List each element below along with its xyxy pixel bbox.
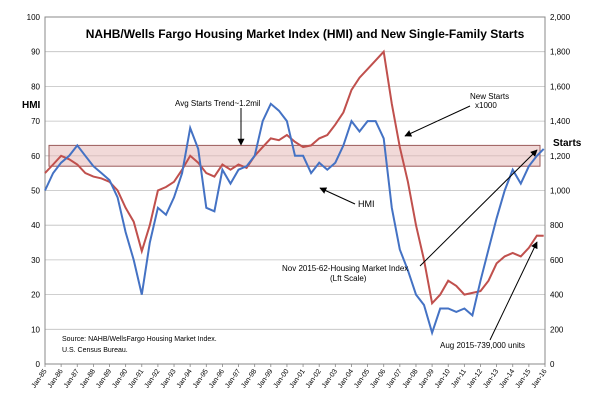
hmi-series-line bbox=[44, 102, 545, 337]
x-tick-label: Jan-92 bbox=[144, 368, 162, 390]
x-tick-label: Jan-13 bbox=[482, 368, 500, 390]
x-tick-label: Jan-10 bbox=[434, 368, 452, 390]
hmi-arrow bbox=[319, 187, 356, 205]
x-tick-label: Jan-02 bbox=[305, 368, 323, 390]
x-tick-label: Jan-90 bbox=[111, 368, 129, 390]
x-tick-label: Jan-06 bbox=[369, 368, 387, 390]
left-axis-ticks: 0 10 20 30 40 50 60 70 80 90 100 bbox=[27, 13, 41, 369]
right-tick-label: 800 bbox=[550, 221, 564, 230]
x-tick-label: Jan-00 bbox=[273, 368, 291, 390]
x-tick-label: Jan-85 bbox=[31, 368, 49, 390]
gridlines bbox=[45, 16, 545, 365]
nov-annotation-line1: Nov 2015-62-Housing Market Index bbox=[282, 264, 408, 273]
hmi-annotation: HMI bbox=[358, 199, 375, 209]
x-tick-label: Jan-98 bbox=[240, 368, 258, 390]
right-tick-label: 400 bbox=[550, 291, 564, 300]
right-tick-label: 2,000 bbox=[550, 13, 571, 22]
x-tick-label: Jan-88 bbox=[79, 368, 97, 390]
x-tick-label: Jan-99 bbox=[256, 368, 274, 390]
left-tick-label: 100 bbox=[27, 13, 41, 22]
x-axis-ticks: Jan-85Jan-86Jan-87Jan-88Jan-89Jan-90Jan-… bbox=[31, 364, 549, 390]
right-tick-label: 200 bbox=[550, 325, 564, 334]
right-tick-label: 1,600 bbox=[550, 82, 571, 91]
x-tick-label: Jan-95 bbox=[192, 368, 210, 390]
x-tick-label: Jan-07 bbox=[385, 368, 403, 390]
left-tick-label: 40 bbox=[31, 221, 40, 230]
x-tick-label: Jan-15 bbox=[514, 368, 532, 390]
right-axis-label: Starts bbox=[553, 138, 582, 149]
x-tick-label: Jan-14 bbox=[498, 368, 516, 390]
x-tick-label: Jan-03 bbox=[321, 368, 339, 390]
left-tick-label: 0 bbox=[36, 360, 41, 369]
left-tick-label: 10 bbox=[31, 325, 40, 334]
left-tick-label: 60 bbox=[31, 152, 40, 161]
source-line2: U.S. Census Bureau. bbox=[62, 347, 128, 354]
right-tick-label: 1,000 bbox=[550, 187, 571, 196]
x-tick-label: Jan-05 bbox=[353, 368, 371, 390]
left-tick-label: 50 bbox=[31, 187, 40, 196]
right-tick-label: 0 bbox=[550, 360, 555, 369]
chart-title: NAHB/Wells Fargo Housing Market Index (H… bbox=[86, 27, 525, 41]
right-tick-label: 600 bbox=[550, 256, 564, 265]
x-tick-label: Jan-89 bbox=[95, 368, 113, 390]
x-tick-label: Jan-96 bbox=[208, 368, 226, 390]
left-tick-label: 80 bbox=[31, 82, 40, 91]
new-starts-annotation-line1: New Starts bbox=[470, 92, 509, 101]
left-tick-label: 30 bbox=[31, 256, 40, 265]
left-tick-label: 20 bbox=[31, 291, 40, 300]
x-tick-label: Jan-08 bbox=[402, 368, 420, 390]
right-tick-label: 1,800 bbox=[550, 48, 571, 57]
x-tick-label: Jan-94 bbox=[176, 368, 194, 390]
x-tick-label: Jan-12 bbox=[466, 368, 484, 390]
avg-trend-annotation: Avg Starts Trend~1.2mil bbox=[175, 99, 261, 108]
left-axis-label: HMI bbox=[22, 100, 41, 111]
x-tick-label: Jan-16 bbox=[531, 368, 549, 390]
x-tick-label: Jan-04 bbox=[337, 368, 355, 390]
x-tick-label: Jan-01 bbox=[289, 368, 307, 390]
aug-arrow bbox=[489, 241, 538, 341]
x-tick-label: Jan-86 bbox=[47, 368, 65, 390]
new-starts-arrow bbox=[404, 105, 471, 137]
nov-arrow bbox=[419, 149, 538, 267]
source-line1: Source: NAHB/WellsFargo Housing Market I… bbox=[62, 336, 217, 343]
starts-series-line bbox=[44, 49, 544, 306]
aug-annotation: Aug 2015-739,000 units bbox=[440, 341, 525, 350]
x-tick-label: Jan-91 bbox=[127, 368, 145, 390]
right-axis-ticks: 0 200 400 600 800 1,000 1,200 1,400 1,600 1,800 2,… bbox=[550, 13, 571, 369]
x-tick-label: Jan-09 bbox=[418, 368, 436, 390]
x-tick-label: Jan-87 bbox=[63, 368, 81, 390]
x-tick-label: Jan-93 bbox=[160, 368, 178, 390]
x-tick-label: Jan-97 bbox=[224, 368, 242, 390]
nov-annotation-line2: (Lft Scale) bbox=[330, 274, 367, 283]
right-tick-label: 1,200 bbox=[550, 152, 571, 161]
left-tick-label: 90 bbox=[31, 48, 40, 57]
left-tick-label: 70 bbox=[31, 117, 40, 126]
new-starts-annotation-line2: x1000 bbox=[475, 101, 497, 110]
right-tick-label: 1,400 bbox=[550, 117, 571, 126]
